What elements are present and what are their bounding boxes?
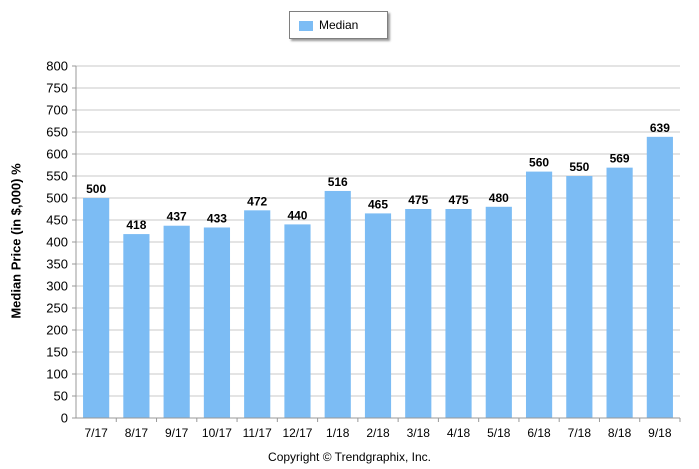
data-label: 550 [569, 160, 589, 174]
bar [606, 167, 633, 418]
bar [445, 209, 472, 418]
bar [324, 190, 351, 418]
bars [83, 136, 673, 418]
bar [203, 227, 231, 418]
bar [405, 209, 432, 418]
y-tick-label: 650 [46, 125, 68, 140]
bar [364, 213, 392, 418]
y-tick-label: 800 [46, 59, 68, 74]
y-tick-label: 600 [46, 147, 68, 162]
y-tick-label: 250 [46, 301, 68, 316]
data-label: 500 [86, 182, 106, 196]
x-tick-label: 12/17 [282, 426, 312, 440]
data-label: 433 [207, 211, 227, 225]
data-label: 437 [167, 210, 187, 224]
y-tick-label: 750 [46, 81, 68, 96]
bar [485, 206, 512, 418]
bar [83, 198, 110, 418]
x-tick-label: 2/18 [366, 426, 390, 440]
bar [123, 234, 150, 418]
legend-swatch-median [299, 21, 313, 31]
x-tick-label: 7/18 [568, 426, 592, 440]
x-tick-label: 4/18 [447, 426, 471, 440]
y-tick-label: 300 [46, 279, 68, 294]
x-tick-label: 9/18 [648, 426, 672, 440]
bar [566, 176, 593, 418]
data-label: 569 [610, 152, 630, 166]
y-tick-label: 50 [54, 389, 68, 404]
data-label: 639 [650, 121, 670, 135]
data-label: 472 [247, 194, 267, 208]
y-tick-label: 0 [61, 411, 68, 426]
x-tick-label: 11/17 [243, 426, 272, 440]
bar [525, 171, 553, 418]
x-tick-label: 5/18 [487, 426, 511, 440]
x-tick-label: 8/18 [608, 426, 632, 440]
axes [72, 65, 681, 422]
y-tick-label: 500 [46, 191, 68, 206]
data-label: 516 [328, 175, 348, 189]
x-tick-label: 7/17 [84, 426, 108, 440]
data-label: 440 [287, 208, 307, 222]
x-tick-label: 8/17 [125, 426, 149, 440]
data-label: 418 [126, 218, 146, 232]
legend: Median [289, 11, 388, 39]
x-tick-label: 10/17 [202, 426, 232, 440]
data-label: 475 [408, 193, 428, 207]
y-tick-label: 150 [46, 345, 68, 360]
labels: 0 50 100 150 200 250 300 350 400 450 500 550 600 650 7… [46, 59, 672, 441]
data-label: 475 [449, 193, 469, 207]
bar [163, 225, 190, 418]
y-tick-label: 400 [46, 235, 68, 250]
x-tick-label: 6/18 [527, 426, 551, 440]
y-tick-label: 200 [46, 323, 68, 338]
data-label: 465 [368, 197, 388, 211]
bar [646, 136, 673, 418]
y-tick-label: 450 [46, 213, 68, 228]
bar [244, 210, 271, 418]
y-tick-label: 700 [46, 103, 68, 118]
y-tick-label: 550 [46, 169, 68, 184]
legend-label-median: Median [319, 18, 359, 32]
x-tick-label: 1/18 [326, 426, 350, 440]
bar [284, 224, 311, 418]
data-label: 480 [489, 191, 509, 205]
copyright-text: Copyright © Trendgraphix, Inc. [268, 450, 431, 464]
x-tick-label: 9/17 [165, 426, 189, 440]
data-label: 560 [529, 156, 549, 170]
x-tick-label: 3/18 [407, 426, 431, 440]
y-tick-label: 100 [46, 367, 68, 382]
y-tick-label: 350 [46, 257, 68, 272]
